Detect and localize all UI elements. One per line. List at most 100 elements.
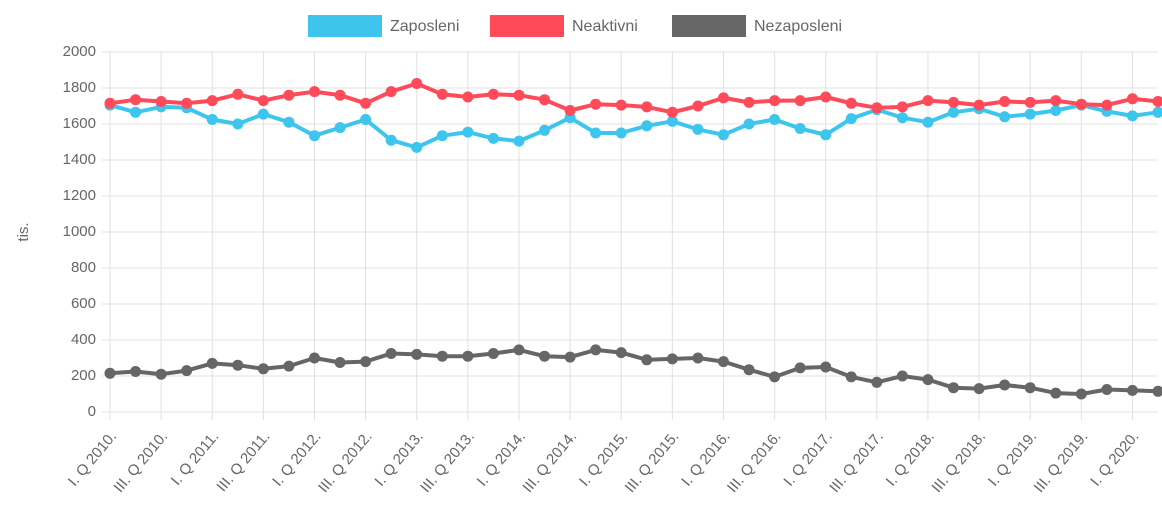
point: [692, 123, 704, 135]
point: [615, 347, 627, 359]
x-tick-label: I. Q 2015.: [576, 428, 631, 489]
y-tick-label: 0: [88, 403, 96, 420]
x-tick-label: III. Q 2011.: [213, 428, 273, 495]
x-tick-label: I. Q 2016.: [678, 428, 733, 489]
point: [462, 126, 474, 138]
point: [948, 96, 960, 108]
point: [487, 348, 499, 359]
point: [871, 102, 883, 114]
point: [820, 91, 832, 103]
point: [820, 129, 832, 141]
point: [104, 97, 116, 109]
x-tick-label: III. Q 2018.: [928, 428, 989, 496]
point: [590, 127, 602, 139]
x-tick-label: I. Q 2012.: [269, 428, 324, 489]
point: [1075, 388, 1087, 400]
point: [1024, 96, 1036, 108]
x-tick-label: I. Q 2020.: [1087, 428, 1142, 489]
legend-swatch: [490, 15, 564, 37]
point: [845, 371, 857, 383]
y-axis-label: tis.: [15, 222, 32, 241]
x-tick-label: I. Q 2010.: [65, 428, 120, 489]
point: [743, 96, 755, 108]
point: [360, 356, 372, 368]
point: [334, 122, 346, 134]
point: [462, 91, 474, 103]
y-tick-label: 800: [71, 259, 96, 276]
point: [769, 114, 781, 125]
x-tick-label: I. Q 2019.: [985, 428, 1040, 489]
point: [539, 124, 551, 136]
x-tick-label: I. Q 2011.: [168, 428, 223, 489]
y-tick-label: 1000: [63, 223, 96, 240]
point: [206, 114, 218, 125]
point: [666, 115, 678, 127]
point: [257, 95, 269, 107]
point: [922, 95, 934, 107]
legend-label: Nezaposleni: [754, 18, 842, 35]
point: [1101, 99, 1113, 111]
point: [334, 357, 346, 368]
point: [206, 357, 218, 369]
point: [922, 374, 934, 386]
point: [948, 382, 960, 394]
point: [155, 368, 167, 380]
point: [641, 101, 653, 113]
point: [487, 132, 499, 144]
point: [769, 371, 781, 383]
point: [999, 96, 1011, 107]
point: [411, 78, 423, 89]
point: [513, 135, 525, 147]
y-tick-label: 2000: [63, 43, 96, 60]
legend-label: Zaposleni: [390, 18, 459, 35]
x-tick-label: III. Q 2017.: [826, 428, 887, 496]
point: [615, 99, 627, 111]
point: [283, 116, 295, 128]
y-tick-label: 1800: [63, 79, 96, 96]
point: [385, 86, 397, 98]
x-tick-label: I. Q 2014.: [474, 428, 529, 489]
point: [717, 129, 729, 141]
point: [462, 350, 474, 362]
point: [385, 134, 397, 146]
x-tick-label: I. Q 2018.: [883, 428, 938, 489]
point: [257, 363, 269, 375]
point: [257, 108, 269, 120]
point: [717, 356, 729, 368]
point: [1126, 110, 1138, 122]
point: [155, 96, 167, 107]
point: [411, 348, 423, 360]
point: [513, 89, 525, 101]
point: [436, 350, 448, 362]
legend-label: Neaktivni: [572, 18, 638, 35]
point: [564, 351, 576, 363]
point: [1075, 98, 1087, 110]
x-tick-label: III. Q 2014.: [519, 428, 580, 496]
point: [743, 118, 755, 130]
point: [1050, 95, 1062, 107]
point: [615, 127, 627, 139]
point: [513, 344, 525, 356]
point: [641, 120, 653, 132]
point: [232, 118, 244, 130]
point: [360, 114, 372, 125]
point: [130, 366, 142, 377]
point: [590, 98, 602, 110]
point: [1050, 387, 1062, 399]
point: [539, 94, 551, 106]
point: [487, 88, 499, 100]
point: [743, 364, 755, 376]
point: [232, 359, 244, 371]
point: [717, 92, 729, 104]
point: [1050, 105, 1062, 116]
point: [794, 123, 806, 134]
point: [360, 97, 372, 109]
point: [973, 383, 985, 395]
x-tick-label: I. Q 2017.: [780, 428, 835, 489]
legend-swatch: [308, 15, 382, 37]
point: [973, 99, 985, 111]
point: [896, 101, 908, 113]
point: [206, 95, 218, 107]
point: [871, 376, 883, 388]
